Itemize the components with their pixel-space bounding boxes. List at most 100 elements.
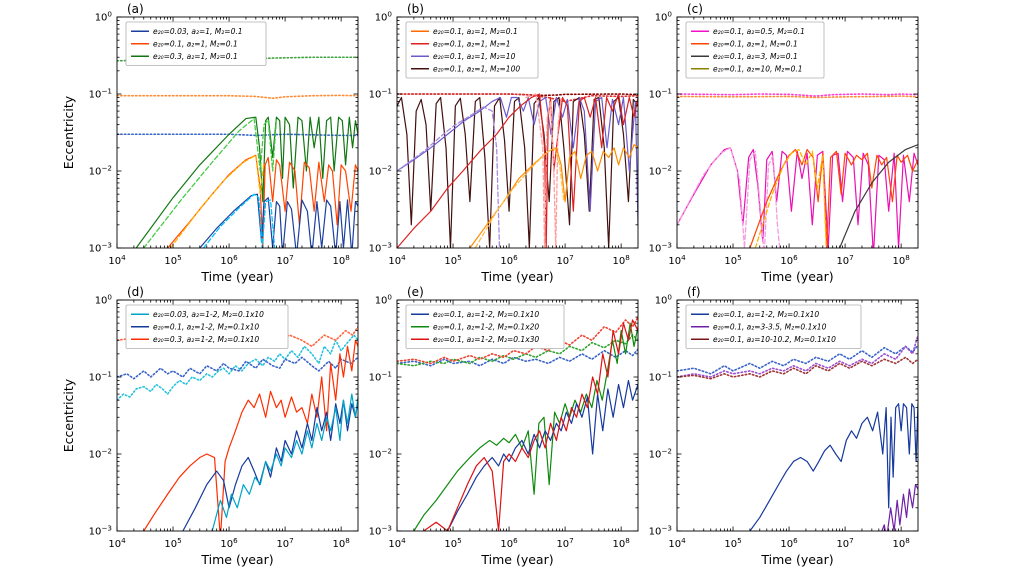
x-tick-label: 105 bbox=[164, 536, 181, 550]
y-tick-label: 10−2 bbox=[369, 447, 392, 461]
legend-e: e₂₀=0.1, a₂=1-2, M₂=0.1x10 e₂₀=0.1, a₂=1-… bbox=[405, 304, 565, 349]
series-group-b bbox=[397, 93, 638, 248]
x-tick-label: 106 bbox=[780, 253, 798, 267]
legend-label: e₂₀=0.1, a₂=1, M₂=0.1 bbox=[153, 40, 238, 49]
y-axis-label: Eccentricity bbox=[61, 378, 76, 452]
x-tick-label: 106 bbox=[220, 536, 238, 550]
x-tick-label: 105 bbox=[724, 536, 741, 550]
series-group-e bbox=[397, 316, 638, 531]
series-f-solid-blue bbox=[749, 403, 918, 531]
series-c-dashed-yellow bbox=[754, 148, 827, 248]
y-tick-label: 10−3 bbox=[649, 524, 672, 538]
legend-label: e₂₀=0.1, a₂=10, M₂=0.1 bbox=[713, 65, 803, 74]
series-b-solid-slateblue bbox=[397, 96, 638, 226]
legend-box bbox=[685, 21, 825, 79]
series-e-solid-red bbox=[423, 319, 638, 531]
legend-label: e₂₀=0.1, a₂=1-2, M₂=0.1x30 bbox=[433, 335, 539, 344]
x-tick-label: 108 bbox=[612, 253, 630, 267]
series-b-solid-red bbox=[397, 93, 638, 248]
plot-frame bbox=[116, 299, 359, 532]
y-tick-label: 10−2 bbox=[649, 164, 672, 178]
legend-label: e₂₀=0.1, a₂=1, M₂=10 bbox=[433, 52, 516, 61]
legend-label: e₂₀=0.03, a₂=1, M₂=0.1 bbox=[153, 27, 243, 36]
series-c-solid-gray bbox=[839, 144, 918, 248]
legend-label: e₂₀=0.1, a₂=1-2, M₂=0.1x10 bbox=[433, 310, 539, 319]
legend-label: e₂₀=0.1, a₂=1-2, M₂=0.1x10 bbox=[153, 323, 259, 332]
panel-letter-e: (e) bbox=[407, 285, 424, 299]
x-tick-label: 106 bbox=[500, 536, 518, 550]
panel-a: 104 105 106 107 108 100 10−1 10−2 10−3 e₂₀=0.03, … bbox=[61, 2, 359, 284]
series-group-c bbox=[677, 93, 918, 248]
legend-label: e₂₀=0.1, a₂=1, M₂=0.1 bbox=[713, 40, 798, 49]
series-d-dotted-blue bbox=[117, 356, 358, 380]
y-tick-label: 10−1 bbox=[89, 370, 112, 384]
x-tick-label: 104 bbox=[388, 253, 406, 267]
x-tick-label: 106 bbox=[500, 253, 518, 267]
panel-f: 104 105 106 107 108 100 10−1 10−2 10−3 e₂₀=0.1, a… bbox=[649, 285, 919, 567]
y-tick-label: 10−1 bbox=[649, 370, 672, 384]
y-tick-label: 100 bbox=[375, 10, 393, 24]
x-tick-label: 108 bbox=[332, 536, 350, 550]
panel-letter-c: (c) bbox=[687, 2, 703, 16]
series-e-dotted-green bbox=[397, 334, 638, 367]
series-b-solid-darkbrown bbox=[397, 96, 638, 248]
y-tick-label: 10−1 bbox=[369, 370, 392, 384]
legend-label: e₂₀=0.1, a₂=3-3.5, M₂=0.1x10 bbox=[713, 323, 827, 332]
y-tick-label: 100 bbox=[655, 293, 673, 307]
x-axis-label: Time (year) bbox=[480, 552, 553, 567]
legend-box bbox=[405, 21, 539, 79]
panel-b: 104 105 106 107 108 100 10−1 10−2 10−3 e₂₀=0.1, a… bbox=[369, 2, 639, 284]
x-axis-label: Time (year) bbox=[480, 269, 553, 284]
y-tick-label: 10−1 bbox=[649, 87, 672, 101]
legend-label: e₂₀=0.1, a₂=10-10.2, M₂=0.1x10 bbox=[713, 335, 836, 344]
y-tick-label: 10−1 bbox=[89, 87, 112, 101]
legend-label: e₂₀=0.03, a₂=1-2, M₂=0.1x10 bbox=[153, 310, 264, 319]
x-tick-label: 107 bbox=[836, 536, 853, 550]
x-tick-label: 104 bbox=[108, 253, 126, 267]
y-tick-label: 10−2 bbox=[369, 164, 392, 178]
legend-label: e₂₀=0.1, a₂=0.5, M₂=0.1 bbox=[713, 27, 805, 36]
legend-label: e₂₀=0.1, a₂=1-2, M₂=0.1x10 bbox=[713, 310, 819, 319]
x-tick-label: 104 bbox=[668, 536, 686, 550]
x-tick-label: 107 bbox=[556, 536, 573, 550]
x-tick-label: 107 bbox=[556, 253, 573, 267]
legend-label: e₂₀=0.1, a₂=1, M₂=100 bbox=[433, 65, 520, 74]
legend-c: e₂₀=0.1, a₂=0.5, M₂=0.1 e₂₀=0.1, a₂=1, M₂… bbox=[685, 21, 825, 79]
x-tick-label: 108 bbox=[892, 536, 910, 550]
axes-c: 104 105 106 107 108 100 10−1 10−2 10−3 bbox=[649, 10, 919, 267]
y-tick-label: 10−3 bbox=[89, 524, 112, 538]
panel-letter-b: (b) bbox=[407, 2, 424, 16]
legend-a: e₂₀=0.03, a₂=1, M₂=0.1 e₂₀=0.1, a₂=1, M₂=… bbox=[125, 21, 267, 66]
y-tick-label: 100 bbox=[95, 293, 113, 307]
series-f-dotted-purple bbox=[677, 334, 918, 378]
series-c-solid-orangered bbox=[749, 148, 918, 248]
series-d-solid-blue bbox=[182, 399, 358, 531]
axes-e: 104 105 106 107 108 100 10−1 10−2 10−3 bbox=[369, 293, 639, 550]
plot-frame bbox=[676, 299, 919, 532]
x-tick-label: 104 bbox=[108, 536, 126, 550]
panel-e: 104 105 106 107 108 100 10−1 10−2 10−3 e₂₀=0.1, a… bbox=[369, 285, 639, 567]
series-group-a bbox=[117, 56, 358, 248]
x-tick-label: 107 bbox=[836, 253, 853, 267]
legend-label: e₂₀=0.3, a₂=1-2, M₂=0.1x10 bbox=[153, 335, 259, 344]
x-tick-label: 108 bbox=[892, 253, 910, 267]
legend-label: e₂₀=0.3, a₂=1, M₂=0.1 bbox=[153, 52, 238, 61]
x-tick-label: 107 bbox=[276, 536, 293, 550]
plot-frame bbox=[396, 16, 639, 249]
axes-b: 104 105 106 107 108 100 10−1 10−2 10−3 bbox=[369, 10, 639, 267]
series-c-dashed-violet bbox=[677, 147, 781, 248]
x-tick-label: 108 bbox=[332, 253, 350, 267]
series-b-solid-orange bbox=[469, 144, 638, 248]
legend-d: e₂₀=0.03, a₂=1-2, M₂=0.1x10 e₂₀=0.1, a₂=1… bbox=[125, 304, 289, 349]
plot-frame bbox=[676, 16, 919, 249]
y-tick-label: 100 bbox=[95, 10, 113, 24]
x-tick-label: 105 bbox=[724, 253, 741, 267]
x-tick-label: 106 bbox=[220, 253, 238, 267]
x-tick-label: 105 bbox=[444, 536, 461, 550]
y-tick-label: 10−3 bbox=[369, 524, 392, 538]
series-d-solid-cyan bbox=[211, 393, 358, 531]
legend-label: e₂₀=0.1, a₂=1, M₂=0.1 bbox=[433, 27, 518, 36]
series-f-dotted-blue bbox=[677, 344, 918, 375]
y-tick-label: 10−2 bbox=[89, 447, 112, 461]
